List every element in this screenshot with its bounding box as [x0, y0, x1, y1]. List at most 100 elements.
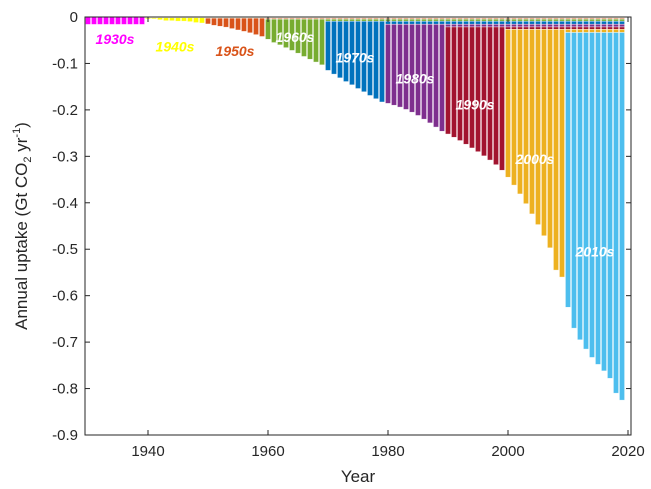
bar-1996-1960s: [481, 18, 487, 22]
bar-1995-1980s: [475, 23, 481, 28]
bar-1998-1970s: [493, 20, 499, 25]
bar-2007-1960s: [547, 18, 553, 22]
bar-1954-1950s: [229, 17, 235, 29]
bar-2005-1980s: [535, 23, 541, 28]
bar-1988-1960s: [433, 18, 439, 22]
bar-2002-1980s: [517, 23, 523, 28]
bar-1970-1960s: [325, 18, 331, 22]
bar-1989-1960s: [439, 18, 445, 22]
x-tick-label: 2000: [491, 443, 524, 460]
bar-2019-1960s: [619, 18, 625, 22]
bar-1941-1940s: [151, 17, 157, 20]
bar-2011-2010s: [571, 32, 577, 329]
bar-1976-1970s: [361, 20, 367, 93]
x-axis-title: Year: [341, 467, 376, 486]
bar-1999-1990s: [499, 26, 505, 171]
bar-2014-1980s: [589, 23, 595, 28]
bar-2003-2000s: [523, 29, 529, 205]
bar-1983-1970s: [403, 20, 409, 25]
bar-1947-1940s: [187, 17, 193, 22]
bar-1990-1960s: [445, 18, 451, 22]
bar-1962-1960s: [277, 18, 283, 46]
y-axis-ticks: 0 -0.1 -0.2 -0.3 -0.4 -0.5 -0.6 -0.7 -0.8 -0.9: [52, 9, 631, 444]
bar-1995-1960s: [475, 18, 481, 22]
bar-1993-1960s: [463, 18, 469, 22]
bar-1977-1970s: [367, 20, 373, 96]
bar-2005-1970s: [535, 20, 541, 25]
bar-2014-2010s: [589, 32, 595, 358]
bar-1994-1980s: [469, 23, 475, 28]
bar-2014-1960s: [589, 18, 595, 22]
bar-2018-1980s: [613, 23, 619, 28]
bar-1969-1960s: [319, 18, 325, 66]
bar-1983-1960s: [403, 18, 409, 22]
bar-1998-1960s: [493, 18, 499, 22]
bar-1956-1950s: [241, 17, 247, 32]
bar-2010-1970s: [565, 20, 571, 25]
bar-1979-1970s: [379, 20, 385, 103]
bar-1966-1960s: [301, 18, 307, 57]
bar-2015-2010s: [595, 32, 601, 365]
bar-1975-1970s: [355, 20, 361, 89]
bar-1992-1990s: [457, 26, 463, 141]
bar-1986-1970s: [421, 20, 427, 25]
bar-1984-1960s: [409, 18, 415, 22]
bar-2006-1990s: [541, 26, 547, 30]
bar-1950-1950s: [205, 17, 211, 25]
decade-label-1960s: 1960s: [276, 29, 315, 45]
bar-2019-1990s: [619, 26, 625, 30]
bar-2008-1960s: [553, 18, 559, 22]
bar-2001-1980s: [511, 23, 517, 28]
bar-2004-1990s: [529, 26, 535, 30]
bar-2006-2000s: [541, 29, 547, 237]
decade-label-2010s: 2010s: [575, 244, 615, 260]
bar-1959-1950s: [259, 17, 265, 37]
bar-2001-1970s: [511, 20, 517, 25]
bar-2015-1980s: [595, 23, 601, 28]
bar-2012-1980s: [577, 23, 583, 28]
bar-1970-1970s: [325, 20, 331, 71]
bar-1951-1950s: [211, 17, 217, 26]
bar-1993-1990s: [463, 26, 469, 145]
bar-1939-1930s: [139, 16, 145, 25]
bar-2013-1980s: [583, 23, 589, 28]
bar-2018-2000s: [613, 29, 619, 33]
bar-1999-1970s: [499, 20, 505, 25]
bar-2007-2000s: [547, 29, 553, 249]
bar-1999-1960s: [499, 18, 505, 22]
bar-1984-1980s: [409, 23, 415, 113]
bar-2002-1990s: [517, 26, 523, 30]
bar-2007-1980s: [547, 23, 553, 28]
bar-1942-1940s: [157, 17, 163, 21]
bar-1973-1970s: [343, 20, 349, 82]
bar-1989-1970s: [439, 20, 445, 25]
bar-1992-1960s: [457, 18, 463, 22]
bar-2011-2000s: [571, 29, 577, 33]
bar-1953-1950s: [223, 17, 229, 28]
bar-2015-1970s: [595, 20, 601, 25]
bar-2009-1960s: [559, 18, 565, 22]
bar-2019-2010s: [619, 32, 625, 401]
bar-1989-1980s: [439, 23, 445, 132]
decade-label-layer: 1930s 1940s 1950s 1960s 1970s 1980s 1990s 2000s…: [96, 29, 615, 260]
bar-1981-1960s: [391, 18, 397, 22]
bar-1935-1930s: [115, 16, 121, 25]
y-tick-label: 0: [70, 9, 78, 26]
bar-2001-1990s: [511, 26, 517, 30]
bar-1987-1960s: [427, 18, 433, 22]
bar-1980-1980s: [385, 23, 391, 104]
bar-2009-1990s: [559, 26, 565, 30]
bar-1983-1980s: [403, 23, 409, 110]
bar-1985-1970s: [415, 20, 421, 25]
bar-2016-1970s: [601, 20, 607, 25]
bar-2005-2000s: [535, 29, 541, 225]
bar-1985-1960s: [415, 18, 421, 22]
bar-1936-1930s: [121, 16, 127, 25]
bar-2010-2010s: [565, 32, 571, 308]
bar-2008-1980s: [553, 23, 559, 28]
bar-2016-1980s: [601, 23, 607, 28]
y-tick-label: -0.4: [52, 195, 78, 212]
bar-2009-2000s: [559, 29, 565, 278]
bar-2017-1980s: [607, 23, 613, 28]
